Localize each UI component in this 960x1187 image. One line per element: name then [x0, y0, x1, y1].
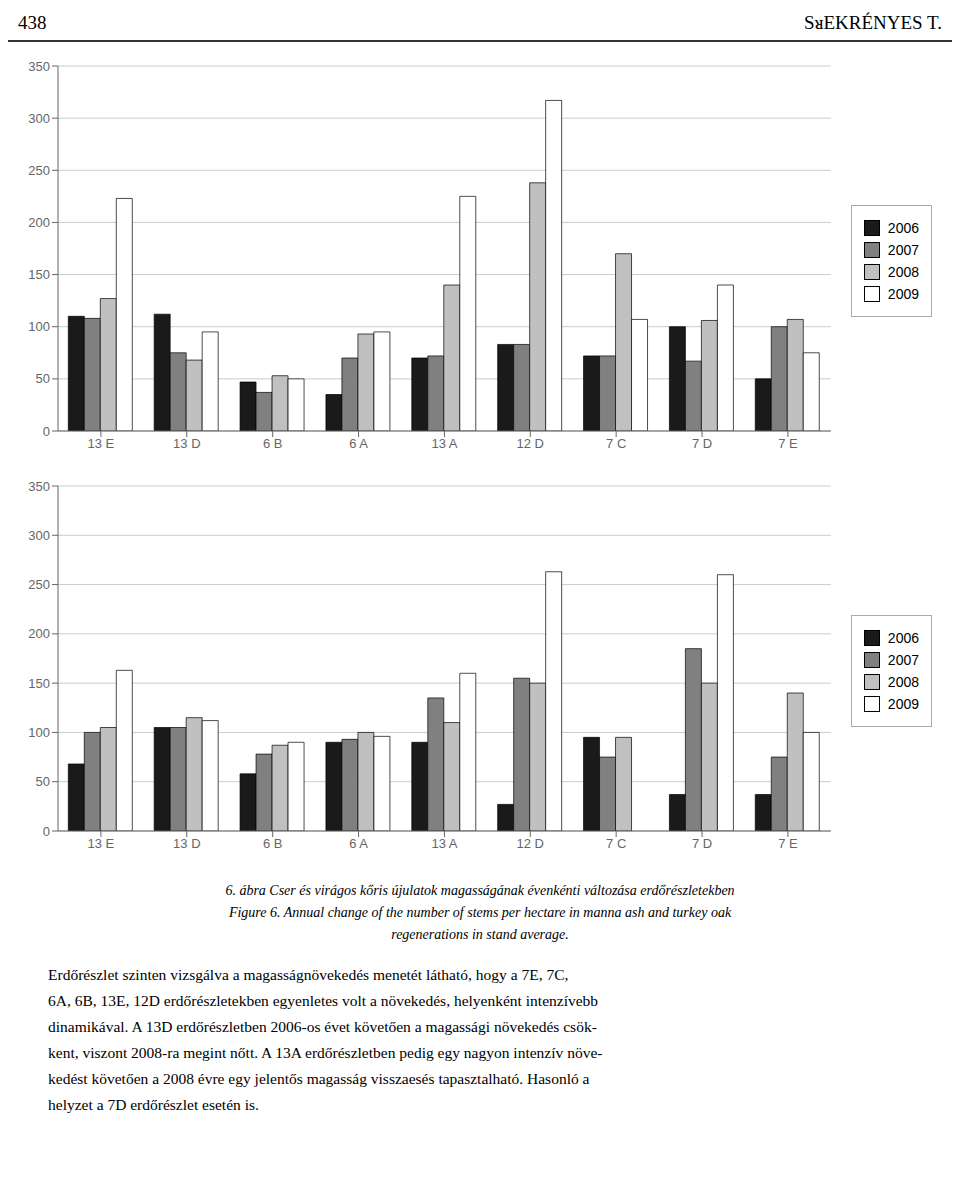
- svg-text:6 B: 6 B: [263, 436, 283, 451]
- html-text:2006: 2006: [887, 220, 919, 236]
- svg-text:200: 200: [28, 626, 50, 641]
- html-text:6A, 6B, 13E, 12D erdőrészletek: 6A, 6B, 13E, 12D erdőrészletekben egyenl…: [48, 992, 599, 1009]
- svg-text:150: 150: [28, 267, 50, 282]
- svg-text:0: 0: [43, 424, 50, 439]
- svg-text:13 D: 13 D: [173, 836, 200, 851]
- svg-text:7 C: 7 C: [606, 436, 626, 451]
- svg-text:7 E: 7 E: [778, 836, 798, 851]
- svg-text:0: 0: [43, 824, 50, 839]
- html-text:regenerations in stand average: regenerations in stand average.: [391, 927, 569, 942]
- html-text:Figure 6. Annual change of the: Figure 6. Annual change of the number of…: [228, 905, 732, 920]
- html-text:2008: 2008: [887, 674, 919, 690]
- html-text:2007: 2007: [887, 652, 919, 668]
- html-text:2007: 2007: [887, 242, 919, 258]
- svg-text:100: 100: [28, 319, 50, 334]
- svg-text:300: 300: [28, 528, 50, 543]
- svg-text:6 A: 6 A: [349, 436, 368, 451]
- svg-text:13 E: 13 E: [88, 836, 115, 851]
- svg-text:100: 100: [28, 725, 50, 740]
- svg-text:250: 250: [28, 163, 50, 178]
- html-text:kedést követően a 2008 évre eg: kedést követően a 2008 évre egy jelentős…: [48, 1070, 590, 1087]
- svg-text:7 E: 7 E: [778, 436, 798, 451]
- html-text:Erdőrészlet szinten vizsgálva: Erdőrészlet szinten vizsgálva a magasság…: [48, 966, 569, 983]
- svg-text:13 E: 13 E: [88, 436, 115, 451]
- svg-text:200: 200: [28, 215, 50, 230]
- html-text:2009: 2009: [887, 286, 919, 302]
- html-text:438: 438: [18, 12, 47, 33]
- svg-text:6 A: 6 A: [349, 836, 368, 851]
- html-text:2008: 2008: [887, 264, 919, 280]
- html-text:dinamikával. A 13D erdőrészlet: dinamikával. A 13D erdőrészletben 2006-o…: [48, 1018, 597, 1035]
- svg-text:6 B: 6 B: [263, 836, 283, 851]
- html-text:kent, viszont 2008-ra megint n: kent, viszont 2008-ra megint nőtt. A 13A…: [48, 1044, 603, 1061]
- svg-text:7 D: 7 D: [692, 436, 712, 451]
- html-text:helyzet a 7D erdőrészlet eseté: helyzet a 7D erdőrészlet esetén is.: [48, 1096, 259, 1113]
- svg-text:12 D: 12 D: [517, 836, 544, 851]
- svg-text:50: 50: [36, 371, 50, 386]
- svg-text:12 D: 12 D: [517, 436, 544, 451]
- svg-text:350: 350: [28, 479, 50, 494]
- svg-text:13 A: 13 A: [431, 836, 457, 851]
- html-text:2009: 2009: [887, 696, 919, 712]
- svg-text:7 C: 7 C: [606, 836, 626, 851]
- svg-text:150: 150: [28, 676, 50, 691]
- svg-text:7 D: 7 D: [692, 836, 712, 851]
- svg-text:50: 50: [36, 774, 50, 789]
- html-text:6. ábra Cser és virágos kőris: 6. ábra Cser és virágos kőris újulatok m…: [225, 883, 735, 898]
- html-text:2006: 2006: [887, 630, 919, 646]
- svg-text:250: 250: [28, 577, 50, 592]
- svg-text:13 D: 13 D: [173, 436, 200, 451]
- svg-text:300: 300: [28, 111, 50, 126]
- html-text:SᴚEKRÉNYES T.: SᴚEKRÉNYES T.: [804, 12, 942, 33]
- svg-text:350: 350: [28, 59, 50, 74]
- svg-text:13 A: 13 A: [431, 436, 457, 451]
